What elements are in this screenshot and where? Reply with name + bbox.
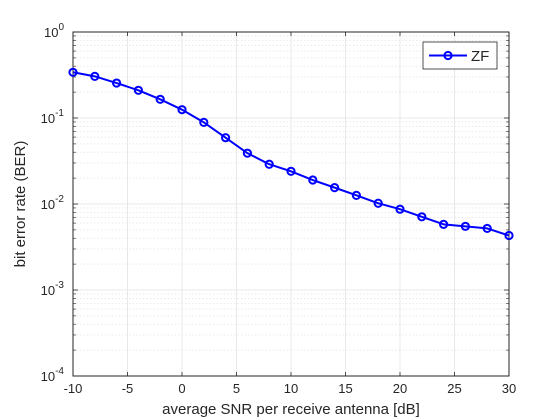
y-tick-base: 10 xyxy=(44,25,58,40)
y-axis-label: bit error rate (BER) xyxy=(12,141,29,268)
legend-entry-zf: ZF xyxy=(471,48,489,65)
y-tick-base: 10 xyxy=(41,283,55,298)
data-point xyxy=(417,212,427,222)
data-point xyxy=(221,133,231,143)
data-point xyxy=(482,223,492,234)
data-point xyxy=(199,117,209,127)
data-point xyxy=(286,166,296,176)
y-tick-base: 10 xyxy=(41,369,55,384)
data-point xyxy=(68,67,78,77)
y-tick-exponent: -1 xyxy=(55,108,64,119)
data-point xyxy=(112,78,122,88)
y-tick-base: 10 xyxy=(41,197,55,212)
y-tick-exponent: -4 xyxy=(55,366,64,377)
data-point xyxy=(373,198,383,208)
x-tick-label: 15 xyxy=(338,381,352,396)
data-point xyxy=(460,221,470,231)
x-tick-labels: -10 -5 0 5 10 15 20 25 30 xyxy=(64,381,517,396)
y-tick-exponent: -2 xyxy=(55,194,64,205)
y-tick-label: 10-2 xyxy=(41,194,65,212)
y-tick-exponent: 0 xyxy=(58,22,64,33)
x-tick-label: 25 xyxy=(447,381,461,396)
legend: ZF xyxy=(422,41,498,70)
data-point xyxy=(351,190,361,200)
y-tick-label: 10-4 xyxy=(41,366,65,384)
x-tick-label: 10 xyxy=(284,381,298,396)
x-tick-label: 20 xyxy=(393,381,407,396)
data-point xyxy=(264,159,274,169)
data-point xyxy=(90,71,100,81)
series xyxy=(68,67,514,241)
y-tick-label: 10-3 xyxy=(41,280,65,298)
data-point xyxy=(395,204,405,214)
data-point xyxy=(308,175,318,185)
data-point xyxy=(133,85,143,95)
x-axis-label: average SNR per receive antenna [dB] xyxy=(162,401,420,418)
data-point xyxy=(155,94,165,104)
x-tick-label: -5 xyxy=(122,381,134,396)
data-point xyxy=(330,183,340,193)
data-point xyxy=(242,148,252,158)
data-point xyxy=(439,219,449,229)
y-tick-label: 10-1 xyxy=(41,108,65,126)
data-point xyxy=(504,230,514,241)
x-tick-label: 30 xyxy=(502,381,516,396)
y-tick-label: 100 xyxy=(44,22,64,40)
x-tick-label: -10 xyxy=(64,381,83,396)
series-line-zf xyxy=(72,71,510,237)
ticks xyxy=(72,31,510,377)
grid xyxy=(72,31,510,377)
data-point xyxy=(177,105,187,115)
x-tick-label: 0 xyxy=(178,381,185,396)
y-tick-exponent: -3 xyxy=(55,280,64,291)
legend-marker xyxy=(443,50,453,61)
y-tick-base: 10 xyxy=(41,111,55,126)
x-tick-label: 5 xyxy=(233,381,240,396)
